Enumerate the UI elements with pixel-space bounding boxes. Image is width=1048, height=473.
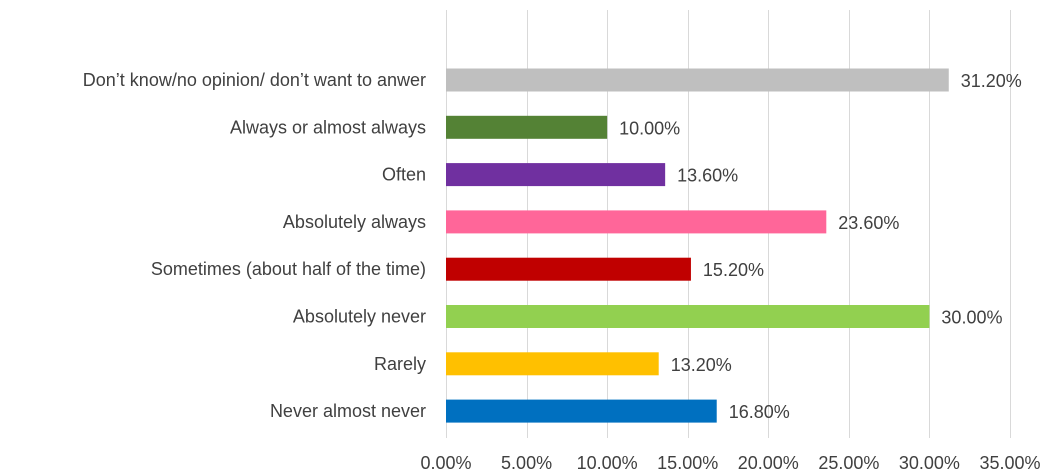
bar [446,352,659,376]
bar [446,257,691,281]
data-label: 16.80% [729,402,790,422]
category-label: Never almost never [270,401,426,421]
x-tick-label: 30.00% [899,453,960,473]
category-label: Rarely [374,354,426,374]
data-label: 15.20% [703,260,764,280]
data-label: 30.00% [941,308,1002,328]
x-tick-label: 10.00% [577,453,638,473]
x-tick-label: 20.00% [738,453,799,473]
x-tick-label: 25.00% [818,453,879,473]
bar [446,115,608,139]
category-label: Don’t know/no opinion/ don’t want to anw… [83,70,426,90]
bar [446,68,949,92]
x-axis-tick-labels: 0.00% 5.00% 10.00% 15.00% 20.00% 25.00% 30.00%… [420,453,1040,473]
category-label: Absolutely never [293,307,426,327]
category-label: Often [382,165,426,185]
bar [446,399,717,423]
bar [446,210,827,234]
x-tick-label: 35.00% [979,453,1040,473]
x-tick-label: 0.00% [420,453,471,473]
bar [446,305,930,328]
category-label: Sometimes (about half of the time) [151,259,426,279]
data-label: 10.00% [619,118,680,138]
data-label: 13.60% [677,166,738,186]
x-tick-label: 15.00% [657,453,718,473]
data-label: 13.20% [671,355,732,375]
bar [446,163,666,187]
data-label: 31.20% [961,71,1022,91]
category-label: Always or almost always [230,117,426,137]
category-labels: Don’t know/no opinion/ don’t want to anw… [83,70,426,421]
x-tick-label: 5.00% [501,453,552,473]
bars [446,68,949,423]
data-label: 23.60% [838,213,899,233]
data-labels: 31.20% 10.00% 13.60% 23.60% 15.20% 30.00% 13.2… [619,71,1022,422]
category-label: Absolutely always [283,212,426,232]
